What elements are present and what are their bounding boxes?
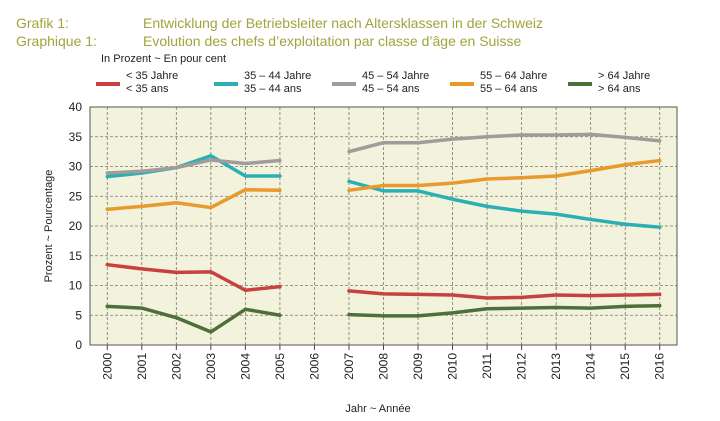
series-line-3 — [105, 158, 282, 175]
x-tick-label: 2010 — [446, 353, 460, 380]
legend-label-fr: > 64 ans — [598, 83, 641, 95]
x-tick-label: 2009 — [411, 353, 425, 380]
x-tick-label: 2003 — [204, 353, 218, 380]
x-tick-label: 2015 — [618, 353, 632, 380]
legend-label-fr: 55 – 64 ans — [480, 83, 538, 95]
x-tick-label: 2013 — [549, 353, 563, 380]
title-row-de: Grafik 1: Entwicklung der Betriebsleiter… — [16, 14, 543, 32]
x-tick-label: 2008 — [377, 353, 391, 380]
chart-title-block: Grafik 1: Entwicklung der Betriebsleiter… — [16, 14, 543, 50]
legend-label-fr: < 35 ans — [126, 83, 169, 95]
x-tick-label: 2007 — [342, 353, 356, 380]
title-text-fr: Evolution des chefs d’exploitation par c… — [143, 33, 522, 49]
y-tick-label: 25 — [69, 189, 83, 203]
legend-label-de: < 35 Jahre — [126, 70, 179, 82]
legend-label: > 64 Jahre > 64 ans — [598, 70, 650, 96]
plot-frame — [89, 106, 678, 346]
legend-label-de: 35 – 44 Jahre — [244, 70, 312, 82]
legend-label: 45 – 54 Jahre 45 – 54 ans — [362, 70, 429, 96]
series-line-3 — [347, 132, 662, 154]
x-tick-label: 2005 — [273, 353, 287, 380]
x-axis-label: Jahr ~ Année — [345, 403, 410, 415]
legend-label: 55 – 64 Jahre 55 – 64 ans — [480, 70, 547, 96]
series-line-2 — [347, 179, 662, 229]
legend-label-fr: 45 – 54 ans — [362, 83, 420, 95]
legend-label-fr: 35 – 44 ans — [244, 83, 302, 95]
y-tick-label: 5 — [75, 308, 82, 322]
title-text-de: Entwicklung der Betriebsleiter nach Alte… — [143, 15, 543, 31]
x-tick-label: 2006 — [307, 353, 321, 380]
series-line-4 — [347, 158, 662, 193]
x-tick-label: 2004 — [238, 353, 252, 380]
y-tick-label: 40 — [69, 100, 83, 114]
series-line-4 — [105, 187, 282, 212]
title-label-de: Grafik 1: — [16, 15, 69, 31]
x-tick-label: 2001 — [135, 353, 149, 380]
series-line-5 — [105, 304, 282, 334]
y-tick-label: 10 — [69, 279, 83, 293]
y-tick-label: 20 — [69, 219, 83, 233]
legend-label-de: 45 – 54 Jahre — [362, 70, 430, 82]
legend-label: < 35 Jahre < 35 ans — [126, 70, 178, 96]
legend-swatch — [214, 82, 238, 86]
x-tick-label: 2012 — [515, 353, 529, 380]
x-tick-label: 2014 — [584, 353, 598, 380]
legend-label: 35 – 44 Jahre 35 – 44 ans — [244, 70, 311, 96]
legend-swatch — [568, 82, 592, 86]
series-line-1 — [347, 289, 662, 300]
title-row-fr: Graphique 1: Evolution des chefs d’explo… — [16, 32, 543, 50]
legend-label-de: > 64 Jahre — [598, 70, 651, 82]
legend-swatch — [96, 82, 120, 86]
legend-swatch — [332, 82, 356, 86]
unit-label: In Prozent ~ En pour cent — [101, 53, 227, 65]
y-tick-label: 30 — [69, 160, 83, 174]
y-tick-label: 35 — [69, 130, 83, 144]
x-tick-label: 2002 — [169, 353, 183, 380]
title-label-fr: Graphique 1: — [16, 33, 97, 49]
series-line-1 — [105, 262, 282, 293]
series-line-2 — [105, 154, 282, 179]
y-tick-label: 15 — [69, 249, 83, 263]
y-axis-label: Prozent ~ Pourcentage — [43, 170, 55, 283]
x-tick-label: 2000 — [100, 353, 114, 380]
legend-label-de: 55 – 64 Jahre — [480, 70, 548, 82]
series-line-5 — [347, 303, 662, 318]
x-tick-label: 2011 — [480, 353, 494, 379]
legend-swatch — [450, 82, 474, 86]
y-tick-label: 0 — [75, 338, 82, 352]
x-tick-label: 2016 — [653, 353, 667, 380]
